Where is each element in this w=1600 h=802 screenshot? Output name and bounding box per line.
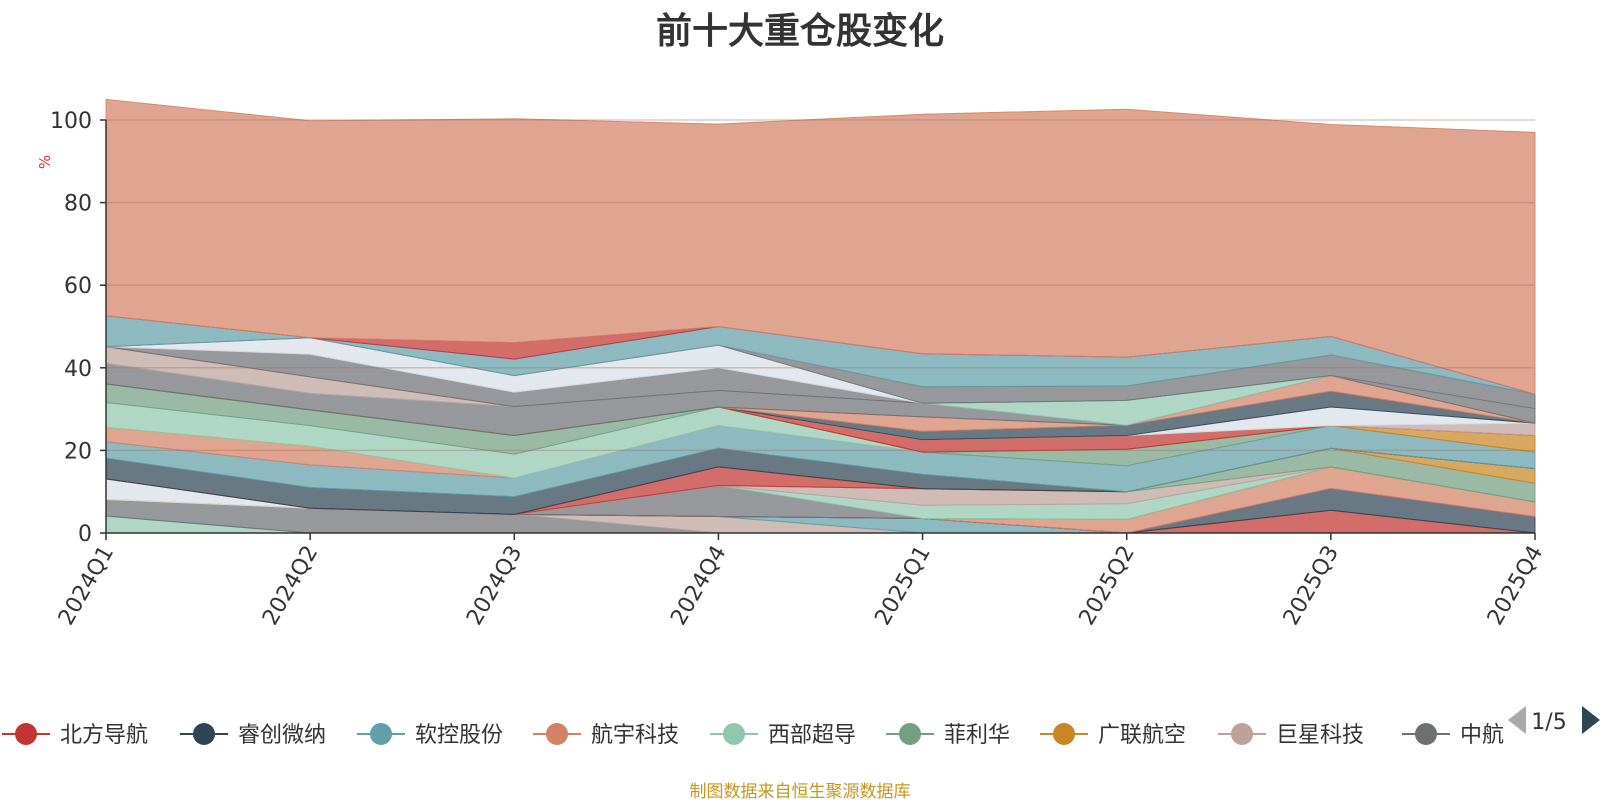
legend-item-6[interactable]: 广联航空	[1040, 723, 1186, 748]
x-tick-label-2024Q4: 2024Q4	[666, 542, 731, 630]
x-tick-label-2024Q1: 2024Q1	[54, 542, 119, 630]
legend-label: 广联航空	[1098, 723, 1186, 748]
y-tick-label-60: 60	[64, 274, 92, 299]
legend-item-0[interactable]: 北方导航	[2, 723, 148, 748]
area-layer-33	[105, 98, 1536, 395]
x-tick-label-2024Q2: 2024Q2	[258, 542, 323, 630]
legend-label: 北方导航	[60, 723, 148, 748]
legend: 北方导航 睿创微纳 软控股份 航宇科技 西部超导 菲利华 广联航空 巨星科技 中航	[2, 723, 1504, 748]
legend-label: 软控股份	[415, 723, 503, 748]
legend-dot-icon	[1231, 723, 1253, 745]
legend-dot-icon	[723, 723, 745, 745]
legend-item-4[interactable]: 西部超导	[710, 723, 856, 748]
legend-label: 菲利华	[944, 723, 1010, 748]
legend-label: 中航	[1460, 723, 1504, 748]
chart-title: 前十大重仓股变化	[655, 11, 944, 52]
legend-label: 睿创微纳	[238, 723, 326, 748]
y-tick-label-100: 100	[50, 109, 92, 134]
legend-label: 航宇科技	[591, 723, 679, 748]
legend-item-8[interactable]: 中航	[1402, 723, 1504, 748]
legend-dot-icon	[1415, 723, 1437, 745]
pager-prev-icon[interactable]	[1508, 706, 1526, 734]
legend-dot-icon	[370, 723, 392, 745]
legend-item-5[interactable]: 菲利华	[886, 723, 1010, 748]
legend-item-7[interactable]: 巨星科技	[1218, 723, 1364, 748]
stacked-areas	[105, 98, 1536, 534]
x-tick-label-2025Q2: 2025Q2	[1075, 542, 1140, 630]
legend-dot-icon	[193, 723, 215, 745]
y-tick-label-20: 20	[64, 439, 92, 464]
y-axis-unit-label: %	[36, 155, 54, 169]
legend-label: 西部超导	[768, 723, 856, 748]
x-tick-label-2025Q4: 2025Q4	[1483, 542, 1548, 630]
grid-lines	[106, 119, 1535, 452]
x-tick-label-2024Q3: 2024Q3	[462, 542, 527, 630]
legend-dot-icon	[1053, 723, 1075, 745]
y-tick-label-40: 40	[64, 357, 92, 382]
legend-dot-icon	[899, 723, 921, 745]
legend-item-3[interactable]: 航宇科技	[533, 723, 679, 748]
legend-item-1[interactable]: 睿创微纳	[180, 723, 326, 748]
y-tick-label-0: 0	[78, 522, 92, 547]
pager-label: 1/5	[1531, 710, 1566, 735]
pager-next-icon[interactable]	[1582, 706, 1600, 734]
source-note: 制图数据来自恒生聚源数据库	[689, 782, 911, 802]
legend-label: 巨星科技	[1276, 723, 1364, 748]
y-tick-label-80: 80	[64, 192, 92, 217]
legend-item-2[interactable]: 软控股份	[357, 723, 503, 748]
legend-pager: 1/5	[1508, 706, 1600, 735]
legend-dot-icon	[15, 723, 37, 745]
legend-dot-icon	[546, 723, 568, 745]
x-tick-label-2025Q3: 2025Q3	[1279, 542, 1344, 630]
x-tick-label-2025Q1: 2025Q1	[870, 542, 935, 630]
